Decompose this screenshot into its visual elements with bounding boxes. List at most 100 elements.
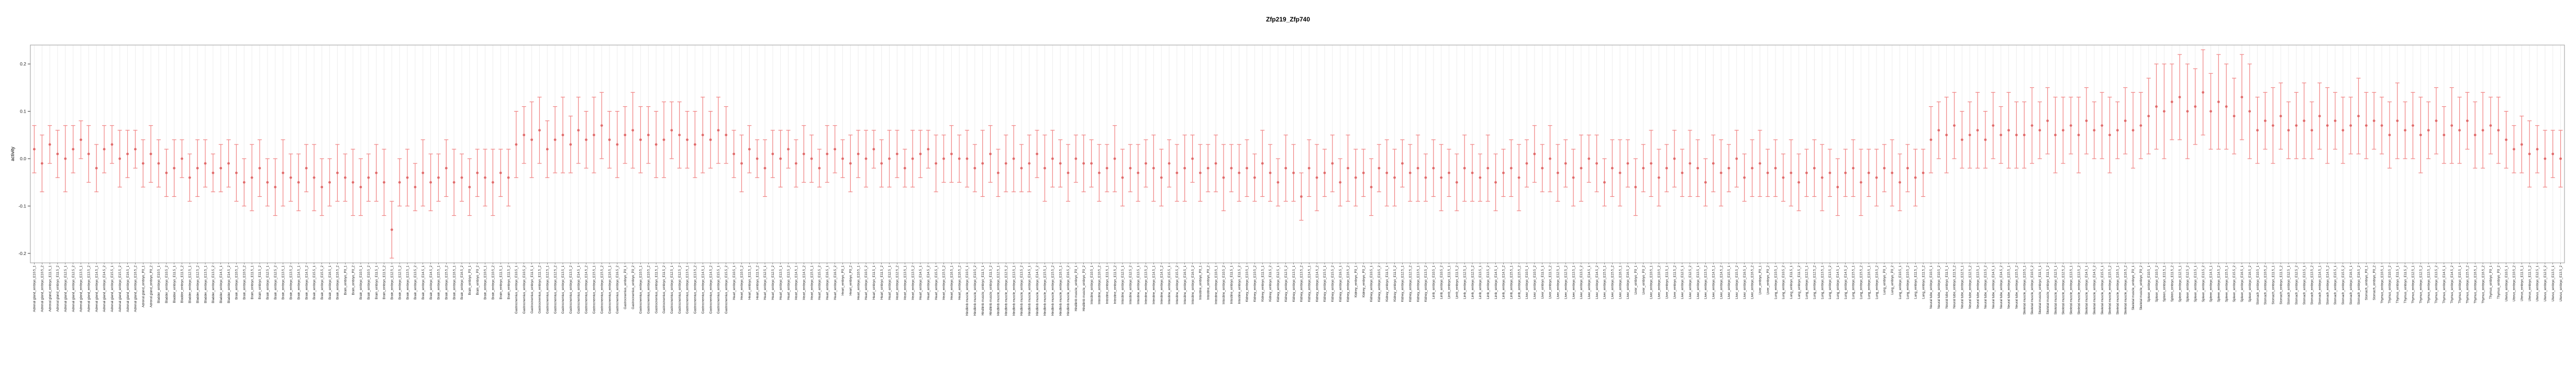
data-point <box>981 162 984 165</box>
svg-text:Spleen_embryo_E14.5_2: Spleen_embryo_E14.5_2 <box>2217 265 2221 302</box>
data-point <box>1479 176 1482 179</box>
data-point <box>437 176 440 179</box>
data-point <box>1307 167 1311 170</box>
svg-text:Bladder_embryo_E11.5_1: Bladder_embryo_E11.5_1 <box>173 265 176 303</box>
svg-text:Spleen_embryo_E13.5_2: Spleen_embryo_E13.5_2 <box>2202 265 2205 302</box>
data-point <box>1509 167 1513 170</box>
data-point <box>2170 101 2173 103</box>
svg-text:Liver_embryo_E13.5_2: Liver_embryo_E13.5_2 <box>1580 265 1583 299</box>
data-point <box>1891 171 1894 174</box>
data-point <box>670 129 673 132</box>
svg-text:Hindlimb muscle_embryo_E16.5_2: Hindlimb muscle_embryo_E16.5_2 <box>1067 265 1070 316</box>
svg-text:Adrenal gland_embryo_E13.5_2: Adrenal gland_embryo_E13.5_2 <box>87 265 91 312</box>
svg-text:Brain_embryo_E14.5_2: Brain_embryo_E14.5_2 <box>429 265 433 300</box>
svg-text:Adrenal gland_embryo_E11.5_2: Adrenal gland_embryo_E11.5_2 <box>56 265 60 312</box>
svg-text:Limb_embryo_E10.5_1: Limb_embryo_E10.5_1 <box>1432 265 1436 299</box>
svg-text:Gastrocnemius_embryo_E13.5_2: Gastrocnemius_embryo_E13.5_2 <box>569 265 573 314</box>
svg-text:Stomach_embryo_E10.5_1: Stomach_embryo_E10.5_1 <box>2256 265 2260 305</box>
svg-text:Liver_embryo_E11.5_2: Liver_embryo_E11.5_2 <box>1673 265 1676 298</box>
data-point <box>1463 167 1466 170</box>
svg-text:Intestine_embryo_E14.5_1: Intestine_embryo_E14.5_1 <box>1152 265 1156 304</box>
data-point <box>2404 129 2407 132</box>
svg-text:Spleen_embryo_E10.5_2: Spleen_embryo_E10.5_2 <box>2155 265 2159 302</box>
svg-text:Heart_embryo_E16.5_2: Heart_embryo_E16.5_2 <box>834 265 837 300</box>
svg-text:Liver_embryo_E10.5_2: Liver_embryo_E10.5_2 <box>1533 265 1537 299</box>
data-point <box>2061 129 2064 132</box>
data-point <box>1859 181 1862 184</box>
svg-text:Heart_embryo_E16.5_1: Heart_embryo_E16.5_1 <box>826 265 829 300</box>
svg-text:Lung_embryo_E16.5_1: Lung_embryo_E16.5_1 <box>1867 265 1871 299</box>
data-point <box>1036 152 1039 156</box>
svg-text:Adrenal gland_embryo_E14.5_1: Adrenal gland_embryo_E14.5_1 <box>95 265 98 312</box>
svg-text:Brain_embryo_E10.5_1: Brain_embryo_E10.5_1 <box>359 265 363 300</box>
data-point <box>1105 167 1108 170</box>
svg-text:Kidney_embryo_E11.5_1: Kidney_embryo_E11.5_1 <box>1385 265 1389 302</box>
svg-text:Kidney_embryo_E13.5_2: Kidney_embryo_E13.5_2 <box>1424 265 1428 302</box>
svg-text:Brain_embryo_P0_2: Brain_embryo_P0_2 <box>351 265 355 295</box>
data-point <box>367 176 370 179</box>
data-point <box>1339 181 1342 184</box>
svg-text:Brain_embryo_P0_1: Brain_embryo_P0_1 <box>468 265 472 295</box>
data-point <box>1261 162 1264 165</box>
data-point <box>732 152 736 156</box>
svg-text:Lung_embryo_E15.5_1: Lung_embryo_E15.5_1 <box>1852 265 1856 299</box>
svg-text:Skeletal muscle_embryo_E13.5_2: Skeletal muscle_embryo_E13.5_2 <box>2077 265 2081 314</box>
svg-text:Adrenal gland_embryo_E15.5_2: Adrenal gland_embryo_E15.5_2 <box>118 265 122 312</box>
data-point <box>1269 171 1272 174</box>
data-point <box>1673 157 1676 160</box>
svg-text:Thymus_embryo_E12.5_2: Thymus_embryo_E12.5_2 <box>2419 265 2423 303</box>
data-point <box>258 167 261 170</box>
svg-text:Lung_embryo_E13.5_1: Lung_embryo_E13.5_1 <box>1820 265 1824 299</box>
data-point <box>383 181 385 184</box>
data-point <box>173 167 176 170</box>
svg-text:Hindlimb muscle_embryo_P0_2: Hindlimb muscle_embryo_P0_2 <box>1082 265 1086 311</box>
svg-text:Thymus_embryo_E15.5_1: Thymus_embryo_E15.5_1 <box>2458 265 2462 303</box>
data-point <box>343 176 347 179</box>
svg-text:0.2: 0.2 <box>20 61 26 66</box>
svg-text:Kidney_embryo_E10.5_2: Kidney_embryo_E10.5_2 <box>1378 265 1381 302</box>
svg-text:Brain_embryo_E13.5_2: Brain_embryo_E13.5_2 <box>414 265 417 300</box>
data-point <box>872 148 875 151</box>
svg-text:Skeletal muscle_embryo_E15.5_2: Skeletal muscle_embryo_E15.5_2 <box>2108 265 2112 314</box>
data-point <box>1246 167 1248 170</box>
svg-text:Skeletal muscle_embryo_E16.5_2: Skeletal muscle_embryo_E16.5_2 <box>2124 265 2127 314</box>
data-point <box>515 143 518 146</box>
data-point <box>2000 134 2003 137</box>
data-point <box>989 152 992 156</box>
data-point <box>1004 162 1007 165</box>
svg-text:Neural tube_embryo_E14.5_1: Neural tube_embryo_E14.5_1 <box>1992 265 1995 308</box>
svg-text:Liver_embryo_E12.5_1: Liver_embryo_E12.5_1 <box>1681 265 1684 299</box>
svg-text:Liver_embryo_P0_1: Liver_embryo_P0_1 <box>1634 265 1638 294</box>
data-point <box>1137 171 1140 174</box>
data-point <box>654 143 658 146</box>
data-point <box>452 181 456 184</box>
svg-text:Lung_embryo_E15.5_2: Lung_embryo_E15.5_2 <box>1860 265 1863 299</box>
svg-text:Brain_embryo_P0_2: Brain_embryo_P0_2 <box>476 265 480 295</box>
svg-text:Bladder_embryo_E13.5_1: Bladder_embryo_E13.5_1 <box>204 265 207 303</box>
svg-text:Lung_embryo_E11.5_2: Lung_embryo_E11.5_2 <box>1797 265 1801 298</box>
data-point <box>1595 162 1598 165</box>
svg-text:Heart_embryo_P0_1: Heart_embryo_P0_1 <box>841 265 845 295</box>
data-point <box>2458 129 2461 132</box>
svg-text:Stomach_embryo_E15.5_2: Stomach_embryo_E15.5_2 <box>2341 265 2345 305</box>
svg-text:Liver_embryo_P0_2: Liver_embryo_P0_2 <box>1766 265 1770 294</box>
data-points <box>33 91 2562 231</box>
data-point <box>157 162 160 165</box>
svg-text:Lung_embryo_E12.5_2: Lung_embryo_E12.5_2 <box>1813 265 1817 299</box>
svg-text:Heart_embryo_E10.5_1: Heart_embryo_E10.5_1 <box>857 265 860 300</box>
data-point <box>1043 167 1046 170</box>
svg-text:Heart_embryo_E12.5_2: Heart_embryo_E12.5_2 <box>896 265 900 300</box>
data-point <box>561 134 564 137</box>
svg-text:Spleen_embryo_E16.5_1: Spleen_embryo_E16.5_1 <box>2240 265 2244 302</box>
data-point <box>1875 176 1878 179</box>
data-point <box>2233 115 2236 118</box>
data-point <box>1541 167 1544 170</box>
svg-text:Brain_embryo_E15.5_1: Brain_embryo_E15.5_1 <box>437 265 441 300</box>
svg-text:Uterus_embryo_E12.5_1: Uterus_embryo_E12.5_1 <box>2536 265 2539 301</box>
data-point <box>2279 115 2282 118</box>
svg-text:Liver_embryo_E11.5_2: Liver_embryo_E11.5_2 <box>1549 265 1552 298</box>
svg-text:Bladder_embryo_E10.5_1: Bladder_embryo_E10.5_1 <box>157 265 161 303</box>
data-point <box>2520 143 2523 146</box>
svg-text:Heart_embryo_E16.5_1: Heart_embryo_E16.5_1 <box>950 265 954 300</box>
data-point <box>1533 152 1536 156</box>
